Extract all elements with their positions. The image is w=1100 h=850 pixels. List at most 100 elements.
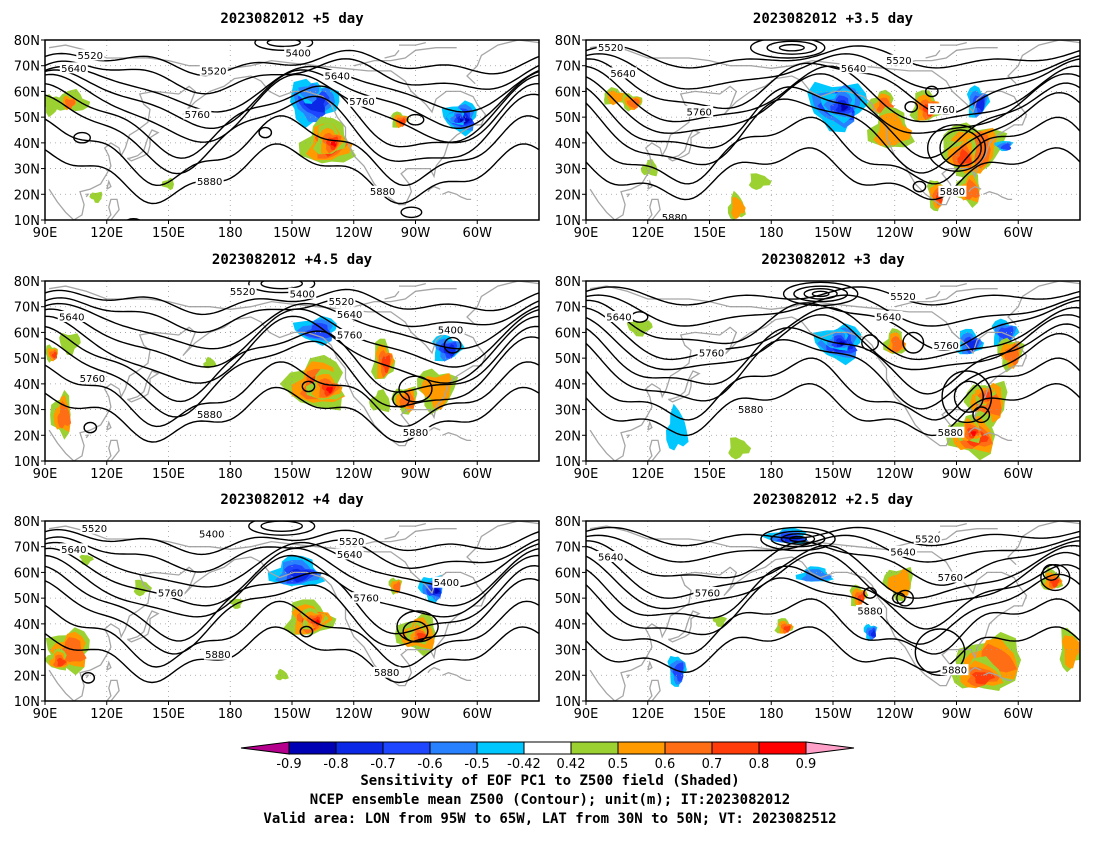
coastline	[48, 285, 487, 461]
contour-label-bg	[913, 533, 942, 544]
coastline	[442, 672, 472, 682]
lon-tick-label: 60W	[463, 226, 493, 241]
positive-sensitivity-area	[640, 159, 658, 177]
contour-label-bg	[938, 185, 967, 197]
contour-label: 5760	[80, 374, 105, 385]
contour-label-bg	[78, 372, 107, 384]
coastline	[1007, 40, 1080, 85]
sensitivity-level-1	[1061, 635, 1080, 669]
lat-tick-label: 60N	[14, 85, 40, 100]
map-area: 5520 5400 5520 5640 5640 5760 5760 5400 5880 5880	[45, 521, 539, 701]
caption-line-3: Valid area: LON from 95W to 65W, LAT fro…	[263, 811, 837, 827]
lat-tick-label: 40N	[555, 618, 581, 633]
lat-tick-label: 60N	[555, 85, 581, 100]
z500-contour	[586, 534, 1080, 563]
contour-label-bg	[888, 545, 917, 557]
z500-closed-contour	[396, 610, 439, 643]
lat-tick-label: 30N	[555, 644, 581, 659]
contour-label: 5640	[337, 310, 362, 321]
coastline	[589, 285, 1028, 461]
sensitivity-level-2	[64, 98, 76, 109]
map-area: 5520 5520 5640 5640 5760 5760 5880 5880	[586, 40, 1080, 220]
colorbar-swatch	[476, 741, 525, 755]
z500-closed-contour	[793, 285, 849, 303]
lon-tick-label: 60W	[1004, 707, 1034, 722]
colorbar-label: 0.6	[655, 757, 676, 772]
contour-label-bg	[347, 95, 376, 107]
contour-label-bg	[337, 535, 366, 547]
z500-closed-contour	[904, 101, 919, 113]
z500-closed-contour	[912, 180, 927, 193]
contour-label-bg	[660, 211, 689, 220]
coastline	[106, 198, 120, 220]
lon-tick-label: 150W	[814, 707, 852, 722]
contour-label-bg	[874, 311, 903, 322]
coastline	[353, 528, 457, 548]
positive-sensitivity-area	[728, 437, 752, 460]
coastline	[466, 521, 539, 566]
coastline	[427, 185, 441, 193]
lat-tick-label: 50N	[555, 111, 581, 126]
lon-tick-label: 120W	[335, 707, 373, 722]
coastline	[626, 434, 631, 439]
z500-closed-contour	[972, 406, 991, 424]
z500-contour	[586, 540, 1080, 586]
z500-closed-contour	[789, 535, 807, 543]
z500-closed-contour	[73, 131, 91, 144]
z500-closed-contour	[926, 124, 987, 172]
coastline	[626, 674, 631, 679]
z500-closed-contour	[83, 421, 98, 434]
contour-label-bg	[856, 605, 885, 616]
sensitivity-level-3	[416, 632, 427, 642]
lat-tick-label: 30N	[14, 644, 40, 659]
z500-closed-contour	[248, 521, 316, 536]
z500-contour	[45, 143, 539, 205]
z500-closed-contour	[760, 526, 836, 552]
positive-sensitivity-area	[626, 319, 653, 337]
sensitivity-level-4	[459, 118, 464, 123]
sensitivity-level-4	[970, 431, 977, 437]
z500-closed-contour	[299, 625, 314, 638]
colorbar-label: -0.8	[323, 757, 348, 772]
contour-label-bg	[228, 285, 257, 297]
lon-tick-label: 90W	[942, 707, 972, 722]
contour-label: 5520	[230, 287, 255, 298]
z500-contour	[45, 93, 539, 175]
lat-tick-label: 70N	[555, 301, 581, 316]
coastline	[106, 439, 120, 461]
lat-tick-label: 30N	[555, 404, 581, 419]
lon-tick-label: 180	[218, 707, 243, 722]
coastline	[647, 679, 661, 701]
lat-tick-label: 10N	[555, 695, 581, 710]
contour-label: 5760	[929, 105, 954, 116]
contour-label-bg	[323, 70, 352, 81]
z500-contour	[586, 82, 1080, 159]
contour-label-bg	[335, 329, 364, 340]
lat-tick-label: 80N	[555, 515, 581, 530]
lat-tick-label: 60N	[14, 326, 40, 341]
z500-contour	[45, 386, 539, 443]
contour-label: 5880	[374, 668, 399, 679]
coastline	[925, 49, 941, 59]
coastline	[1007, 281, 1080, 326]
z500-contour	[45, 577, 539, 655]
z500-closed-contour	[863, 587, 877, 599]
lat-tick-label: 20N	[555, 669, 581, 684]
contour-label: 5640	[606, 313, 631, 324]
lat-tick-label: 10N	[14, 455, 40, 470]
positive-sensitivity-area	[275, 668, 289, 681]
contour-label-bg	[195, 408, 224, 420]
z500-closed-contour	[914, 628, 966, 676]
z500-contour	[45, 69, 539, 129]
sensitivity-level-1	[731, 197, 746, 220]
contour-label-bg	[685, 106, 714, 117]
colorbar-swatch	[335, 741, 384, 755]
z500-closed-contour	[803, 288, 838, 300]
contour-label: 5400	[290, 289, 315, 300]
map-area: 5400 5520 5520 5640 5640 5760 5760 5880 5880	[45, 40, 539, 220]
coastline	[626, 193, 631, 198]
contour-label-bg	[936, 571, 965, 583]
z500-contour	[45, 315, 539, 384]
colorbar-label: 0.5	[608, 757, 629, 772]
